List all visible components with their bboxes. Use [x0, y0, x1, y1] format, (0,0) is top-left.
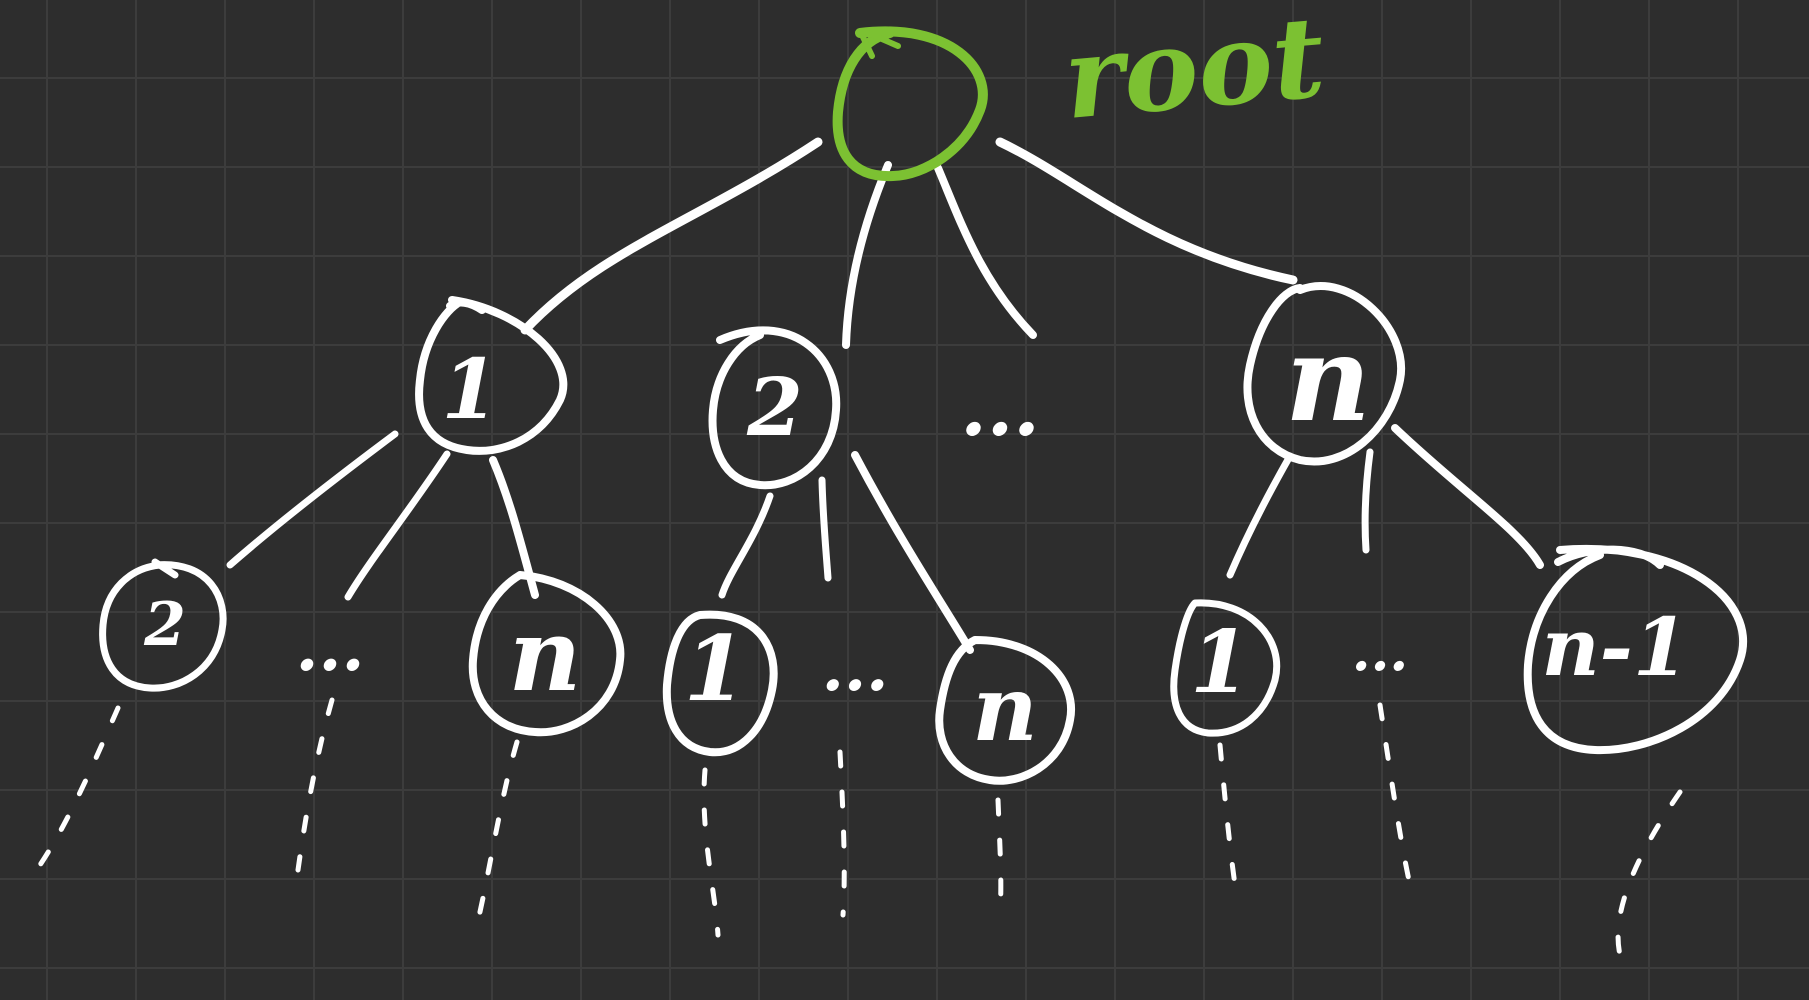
root-node-tick [859, 30, 901, 59]
edge-root-to-node-2 [842, 161, 892, 349]
root-label: root [1059, 0, 1330, 145]
continuation-dash-7 [1217, 742, 1238, 888]
continuation-dash-9 [1615, 789, 1683, 958]
child-a-first-label: 2 [143, 590, 186, 660]
child-b-ellipsis: ... [822, 631, 889, 706]
root-node-circle [832, 26, 988, 182]
node-n-label: n [1285, 309, 1371, 448]
node-2-circle [708, 326, 841, 490]
level-2-nodes [99, 544, 1747, 785]
edge-node-2-to-child-1 [718, 492, 774, 599]
child-b-last-label: n [972, 656, 1037, 762]
child-c-n-1-circle [1523, 544, 1747, 755]
continuation-dash-3 [474, 739, 520, 928]
edge-node-1-to-ellipsis [344, 450, 451, 601]
child-c-first-label: 1 [1190, 612, 1250, 713]
level-1-nodes [415, 282, 1406, 490]
child-a-last-label: n [509, 596, 582, 714]
edge-root-to-node-n [995, 137, 1298, 285]
child-c-ellipsis: ... [1352, 619, 1408, 683]
child-b-1-circle [662, 610, 778, 757]
continuation-dashes [37, 697, 1683, 958]
tree-edges [226, 137, 1544, 654]
child-b-first-label: 1 [684, 616, 747, 722]
child-a-2-circle [99, 558, 227, 692]
edge-node-n-to-ellipsis [1361, 448, 1374, 554]
node-n-circle [1243, 282, 1406, 466]
edge-node-n-to-child-1 [1226, 452, 1294, 579]
node-1-label: 1 [441, 342, 498, 438]
node-2-label: 2 [746, 360, 803, 454]
edge-node-2-to-ellipsis [818, 476, 832, 582]
root-group [832, 26, 988, 182]
continuation-dash-5 [837, 749, 847, 918]
continuation-dash-4 [701, 767, 721, 938]
edge-root-to-node-1 [520, 137, 823, 335]
child-a-n-circle [468, 571, 625, 737]
child-a-ellipsis: ... [296, 608, 365, 686]
child-c-1-circle [1170, 599, 1281, 737]
level-1-ellipsis: ... [960, 364, 1039, 453]
child-b-n-circle [935, 636, 1076, 785]
edge-node-1-to-child-2 [226, 430, 399, 569]
node-1-circle [415, 296, 568, 455]
child-c-last-label: n-1 [1541, 600, 1688, 694]
edge-node-2-to-child-n [851, 451, 974, 654]
edge-root-to-ellipsis [934, 164, 1037, 339]
edge-node-n-to-child-n-1 [1391, 424, 1544, 569]
continuation-dash-6 [995, 797, 1004, 918]
continuation-dash-8 [1377, 702, 1413, 888]
continuation-dash-2 [295, 697, 335, 873]
continuation-dash-1 [37, 705, 121, 868]
